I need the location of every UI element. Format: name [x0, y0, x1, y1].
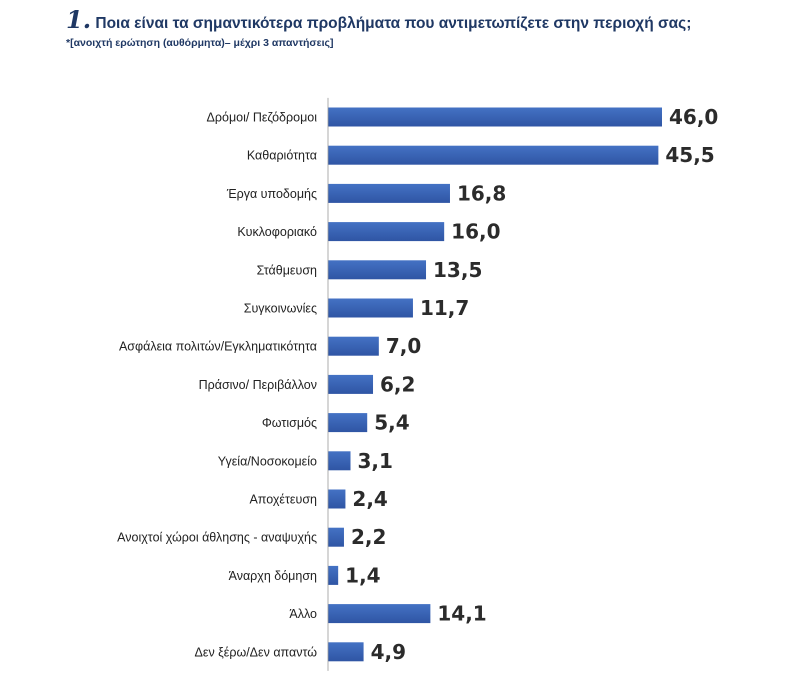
- value-label: 6,2: [380, 372, 415, 396]
- bar: [328, 489, 346, 509]
- bar: [328, 451, 351, 471]
- value-label: 2,2: [351, 525, 386, 549]
- value-label: 16,0: [451, 220, 500, 244]
- question-number: 1.: [66, 5, 92, 34]
- category-label: Ασφάλεια πολιτών/Εγκληματικότητα: [119, 340, 317, 354]
- value-label: 11,7: [420, 296, 469, 320]
- value-label: 14,1: [437, 602, 486, 626]
- bar: [328, 642, 364, 662]
- bar: [328, 413, 368, 433]
- category-label: Κυκλοφοριακό: [237, 225, 317, 239]
- category-label: Υγεία/Νοσοκομείο: [218, 454, 317, 468]
- value-label: 46,0: [669, 105, 718, 129]
- category-label: Αποχέτευση: [249, 493, 317, 507]
- bar: [328, 374, 374, 394]
- category-label: Στάθμευση: [257, 263, 317, 277]
- bar: [328, 145, 659, 165]
- bar: [328, 183, 450, 203]
- category-label: Άναρχη δόμηση: [229, 569, 317, 583]
- bar: [328, 222, 445, 242]
- question-header: 1. Ποια είναι τα σημαντικότερα προβλήματ…: [66, 8, 766, 50]
- category-label: Έργα υποδομής: [226, 187, 317, 201]
- value-label: 7,0: [386, 334, 421, 358]
- question-title: Ποια είναι τα σημαντικότερα προβλήματα π…: [95, 15, 692, 32]
- value-label: 1,4: [345, 563, 380, 587]
- category-label: Ανοιχτοί χώροι άθλησης - αναψυχής: [117, 531, 317, 545]
- value-label: 13,5: [433, 258, 482, 282]
- category-label: Δεν ξέρω/Δεν απαντώ: [195, 645, 318, 659]
- value-label: 2,4: [352, 487, 387, 511]
- category-label: Άλλο: [289, 607, 317, 621]
- category-label: Πράσινο/ Περιβάλλον: [199, 378, 317, 392]
- category-label: Συγκοινωνίες: [244, 302, 317, 316]
- value-label: 16,8: [457, 181, 506, 205]
- bar: [328, 527, 344, 547]
- category-label: Καθαριότητα: [247, 149, 317, 163]
- value-label: 5,4: [374, 411, 409, 435]
- question-title-line: 1. Ποια είναι τα σημαντικότερα προβλήματ…: [66, 8, 766, 34]
- bars-layer: Δρόμοι/ Πεζόδρομοι 46,0 Καθαριότητα 45,5 Έργ…: [117, 105, 718, 664]
- value-label: 4,9: [371, 640, 406, 664]
- value-label: 45,5: [665, 143, 714, 167]
- bar: [328, 260, 427, 280]
- bar: [328, 565, 339, 585]
- bar: [328, 298, 413, 318]
- question-note: *[ανοιχτή ερώτηση (αυθόρμητα)– μέχρι 3 α…: [66, 37, 334, 49]
- category-label: Φωτισμός: [262, 416, 317, 430]
- bar: [328, 604, 431, 624]
- bar: [328, 336, 379, 356]
- bar: [328, 107, 662, 127]
- value-label: 3,1: [358, 449, 393, 473]
- category-label: Δρόμοι/ Πεζόδρομοι: [207, 111, 318, 125]
